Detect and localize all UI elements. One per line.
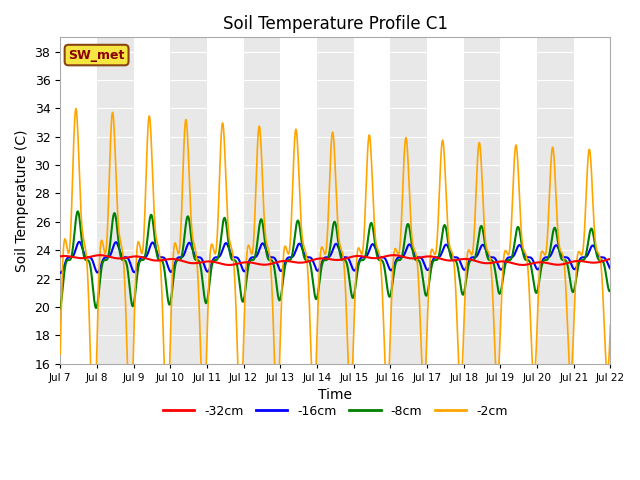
Bar: [427, 37, 464, 364]
Bar: [464, 37, 500, 364]
Bar: [611, 37, 640, 364]
Bar: [317, 37, 354, 364]
Bar: [573, 37, 611, 364]
Bar: [134, 37, 170, 364]
Bar: [244, 37, 280, 364]
Bar: [97, 37, 134, 364]
Text: SW_met: SW_met: [68, 48, 125, 61]
Bar: [537, 37, 573, 364]
Bar: [170, 37, 207, 364]
Bar: [390, 37, 427, 364]
Title: Soil Temperature Profile C1: Soil Temperature Profile C1: [223, 15, 448, 33]
Bar: [60, 37, 97, 364]
Legend: -32cm, -16cm, -8cm, -2cm: -32cm, -16cm, -8cm, -2cm: [158, 400, 513, 423]
X-axis label: Time: Time: [318, 388, 352, 402]
Bar: [500, 37, 537, 364]
Bar: [354, 37, 390, 364]
Bar: [280, 37, 317, 364]
Bar: [207, 37, 244, 364]
Y-axis label: Soil Temperature (C): Soil Temperature (C): [15, 129, 29, 272]
